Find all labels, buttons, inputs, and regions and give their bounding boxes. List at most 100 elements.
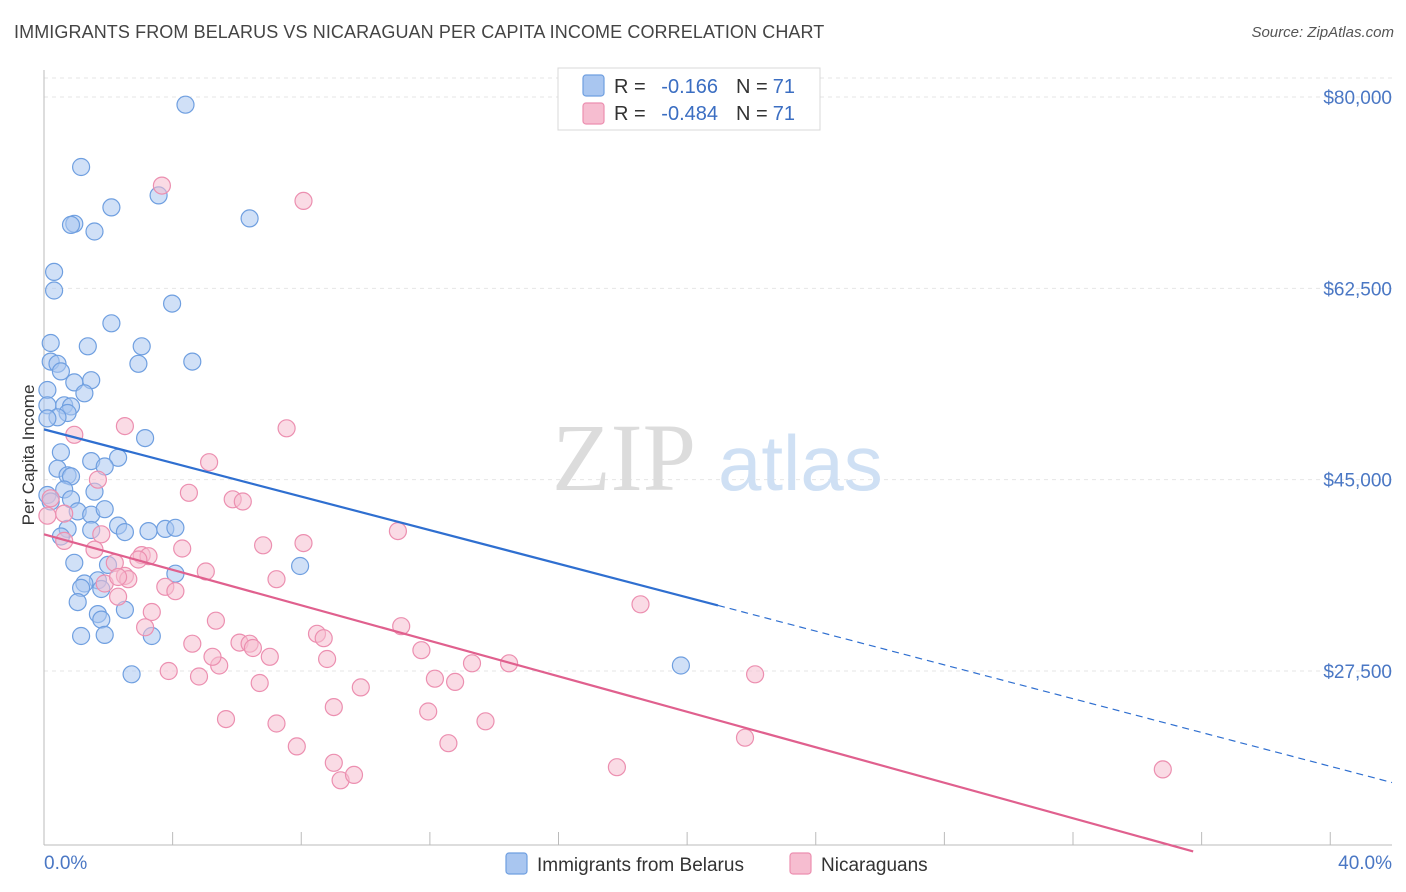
nicaraguans-point-50 [425,669,444,688]
belarus-point-54 [291,556,310,576]
nicaraguans-point-26 [267,570,286,589]
belarus-point-9 [44,281,64,300]
nicaraguans-point-44 [318,649,337,669]
belarus-point-1 [71,157,91,177]
series-legend: Immigrants from Belarus Nicaraguans [505,852,928,876]
belarus-point-7 [85,222,104,241]
series-legend-label-belarus: Immigrants from Belarus [537,855,744,876]
nicaraguans-trend-line [43,533,1194,853]
belarus-point-51 [166,518,185,537]
nicaraguans-point-18 [173,539,192,558]
nicaraguans-point-13 [388,521,407,541]
belarus-trend-extension [717,604,1393,784]
belarus-point-49 [139,521,158,541]
nicaraguans-point-65 [1153,760,1172,779]
nicaraguans-point-35 [392,617,411,636]
correlation-legend: R = -0.166 N = 71 R = -0.484 N = 71 [557,67,821,131]
belarus-point-4 [240,209,259,228]
x-tick-marks [43,832,1331,845]
x-tick-label-min: 0.0% [44,853,87,874]
belarus-point-12 [102,314,121,333]
belarus-point-18 [183,352,202,371]
nicaraguans-point-52 [250,673,269,693]
watermark-zip: ZIP [552,404,696,511]
nicaraguans-point-3 [277,419,296,438]
watermark: ZIP atlas [552,404,883,511]
nicaraguans-point-16 [254,536,273,555]
x-tick-label-max: 40.0% [1338,853,1392,874]
nicaraguans-point-6 [88,470,108,489]
nicaraguans-point-69 [136,618,155,637]
belarus-point-60 [68,592,87,612]
nicaraguans-point-70 [108,567,128,587]
y-tick-label-1: $62,500 [1323,279,1392,300]
belarus-point-3 [102,198,121,217]
legend-n-value-1: 71 [773,76,795,98]
belarus-point-30 [136,429,155,448]
belarus-point-52 [65,553,84,572]
nicaraguans-point-59 [267,714,286,733]
nicaraguans-point-31 [108,587,128,606]
nicaraguans-point-34 [206,611,225,630]
nicaraguans-point-5 [200,453,219,472]
nicaraguans-point-43 [260,647,279,666]
source-label: Source: ZipAtlas.com [1251,24,1394,41]
y-axis-label: Per Capita Income [19,385,38,526]
belarus-point-8 [44,262,64,281]
belarus-point-6 [61,215,81,234]
nicaraguans-point-0 [152,176,171,195]
legend-n-label-2: N = [736,103,768,125]
nicaraguans-point-2 [115,417,135,436]
nicaraguans-point-14 [92,525,111,544]
nicaraguans-point-61 [439,734,458,753]
belarus-point-23 [75,384,94,403]
nicaraguans-point-9 [233,492,252,511]
belarus-point-48 [115,522,135,542]
nicaraguans-point-58 [476,712,495,731]
y-tick-label-0: $80,000 [1323,88,1392,109]
nicaraguans-point-11 [55,504,74,523]
nicaraguans-point-41 [243,638,262,658]
series-legend-swatch-nicaraguans [789,852,812,875]
nicaraguans-point-53 [351,678,370,697]
belarus-point-65 [95,625,114,645]
nicaraguans-point-49 [189,667,209,686]
belarus-point-19 [51,362,71,381]
nicaraguans-point-63 [324,753,343,772]
belarus-point-10 [163,294,182,313]
nicaraguans-point-60 [735,728,755,747]
legend-r-label-1: R = [614,76,646,98]
nicaraguans-point-38 [183,634,202,653]
data-points [38,95,1172,790]
nicaraguans-point-7 [179,483,198,502]
legend-swatch-pink [582,102,605,125]
y-tick-labels: $80,000 $62,500 $45,000 $27,500 [1323,88,1392,683]
belarus-point-22 [38,380,57,400]
belarus-point-14 [132,337,151,356]
nicaraguans-point-42 [412,641,431,660]
gridlines [44,77,1392,672]
legend-r-value-1: -0.166 [661,76,718,98]
belarus-point-64 [71,626,91,646]
legend-r-label-2: R = [614,103,646,125]
belarus-point-31 [51,443,71,462]
nicaraguans-point-67 [344,765,364,785]
belarus-point-68 [671,656,691,675]
nicaraguans-point-45 [462,654,482,673]
nicaraguans-point-57 [216,709,236,729]
nicaraguans-point-68 [203,647,222,666]
y-tick-label-2: $45,000 [1323,471,1392,492]
nicaraguans-point-56 [419,702,438,721]
legend-n-value-2: 71 [773,103,795,125]
nicaraguans-point-30 [166,582,185,601]
legend-n-label-1: N = [736,76,768,98]
legend-r-value-2: -0.484 [661,103,718,125]
nicaraguans-point-48 [159,661,178,681]
belarus-trend-line [43,428,719,607]
series-legend-swatch-belarus [505,852,528,875]
nicaraguans-point-33 [631,595,650,614]
nicaraguans-point-64 [607,758,627,777]
nicaraguans-point-12 [38,506,57,525]
nicaraguans-point-37 [314,629,333,648]
